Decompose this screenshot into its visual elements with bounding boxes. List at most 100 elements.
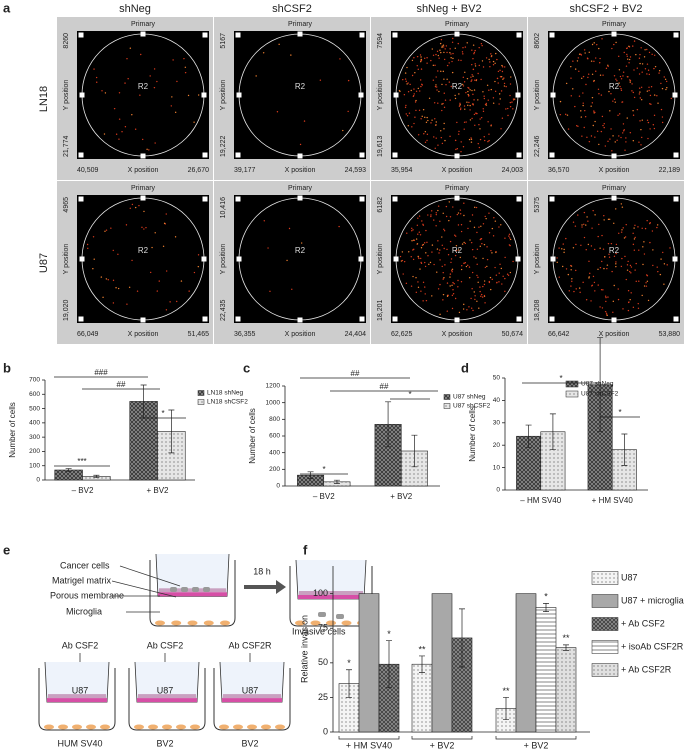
legend-label: + Ab CSF2: [621, 618, 665, 628]
gate-handle: [515, 256, 521, 262]
event-dot: [636, 67, 638, 69]
event-dot: [626, 117, 628, 119]
event-dot: [593, 42, 595, 44]
gate-title: Primary: [445, 21, 470, 28]
event-dot: [661, 121, 664, 124]
gate-handle: [454, 317, 460, 323]
axis-label: X position: [128, 331, 159, 338]
gate-handle: [202, 196, 208, 202]
event-dot: [474, 63, 476, 65]
event-dot: [602, 248, 605, 250]
event-dot: [421, 83, 423, 86]
event-dot: [494, 220, 497, 222]
event-dot: [417, 233, 419, 235]
event-dot: [661, 87, 664, 90]
event-dot: [474, 206, 476, 209]
event-dot: [471, 287, 473, 290]
y-range-label: 22,435: [220, 299, 227, 321]
event-dot: [470, 76, 472, 78]
event-dot: [428, 97, 431, 100]
event-dot: [156, 290, 158, 292]
event-dot: [431, 244, 434, 246]
event-dot: [576, 124, 578, 127]
event-dot: [588, 260, 590, 263]
pointer: [119, 565, 181, 587]
y-range-label: 18,208: [534, 299, 541, 321]
event-dot: [632, 232, 634, 235]
event-dot: [661, 116, 664, 118]
microglia: [162, 724, 172, 730]
event-dot: [508, 233, 511, 236]
event-dot: [611, 150, 613, 152]
annotation: ##: [380, 382, 389, 391]
event-dot: [565, 237, 567, 240]
event-dot: [567, 128, 570, 130]
event-dot: [460, 230, 463, 233]
event-dot: [417, 134, 420, 136]
event-dot: [500, 267, 503, 270]
event-dot: [582, 281, 584, 284]
event-dot: [143, 228, 145, 230]
event-dot: [466, 264, 469, 267]
event-dot: [180, 280, 183, 282]
x-range-label: 36,570: [548, 167, 570, 174]
region-label: R2: [138, 246, 149, 255]
event-dot: [459, 104, 461, 106]
event-dot: [637, 302, 639, 305]
microglia: [148, 724, 158, 730]
event-dot: [509, 237, 511, 239]
event-dot: [488, 232, 491, 234]
event-dot: [611, 47, 613, 50]
event-dot: [582, 75, 585, 78]
event-dot: [421, 220, 423, 222]
event-dot: [665, 88, 667, 91]
event-dot: [656, 95, 658, 97]
event-dot: [481, 60, 484, 62]
event-dot: [600, 94, 603, 96]
event-dot: [407, 82, 409, 84]
event-dot: [476, 248, 479, 250]
x-tick-label: + BV2: [524, 740, 549, 750]
event-dot: [412, 95, 415, 98]
time-label: 18 h: [253, 566, 271, 576]
event-dot: [646, 63, 649, 65]
event-dot: [430, 214, 432, 216]
event-dot: [488, 280, 491, 283]
annotation: *: [618, 408, 621, 417]
event-dot: [641, 294, 643, 297]
event-dot: [443, 58, 446, 61]
panel-label: a: [3, 0, 11, 15]
event-dot: [644, 49, 646, 51]
event-dot: [607, 140, 609, 143]
event-dot: [586, 136, 588, 139]
event-dot: [442, 278, 444, 280]
event-dot: [649, 222, 651, 225]
x-range-label: 39,177: [234, 167, 256, 174]
event-dot: [618, 82, 620, 84]
event-dot: [442, 293, 445, 296]
event-dot: [594, 214, 596, 216]
y-tick-label: 30: [493, 420, 501, 427]
event-dot: [612, 300, 615, 303]
event-dot: [485, 102, 488, 105]
event-dot: [437, 205, 440, 207]
bar: [555, 647, 577, 733]
event-dot: [443, 128, 445, 130]
gate-handle: [392, 316, 398, 322]
y-tick-label: 800: [269, 416, 280, 423]
event-dot: [495, 251, 497, 254]
legend-swatch: [591, 663, 619, 677]
event-dot: [666, 264, 668, 266]
event-dot: [588, 277, 590, 279]
event-dot: [630, 266, 633, 268]
event-dot: [602, 289, 604, 291]
event-dot: [136, 290, 139, 292]
error-bar: [597, 337, 604, 433]
event-dot: [652, 124, 655, 126]
event-dot: [660, 108, 663, 111]
event-dot: [663, 263, 666, 265]
event-dot: [632, 110, 634, 112]
event-dot: [197, 265, 200, 268]
x-range-label: 36,355: [234, 331, 256, 338]
event-dot: [613, 222, 615, 225]
